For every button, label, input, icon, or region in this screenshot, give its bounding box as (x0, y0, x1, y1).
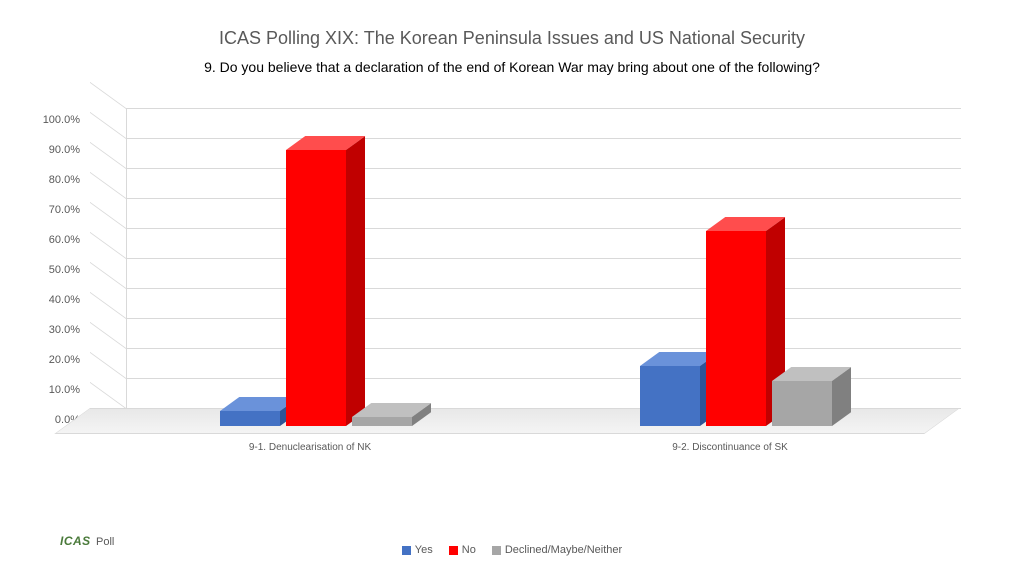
side-grid-line (90, 292, 126, 319)
y-axis-label: 30.0% (20, 324, 80, 336)
grid-line (127, 288, 961, 289)
grid-line (127, 348, 961, 349)
legend-label: No (462, 544, 476, 556)
y-axis-label: 80.0% (20, 174, 80, 186)
side-grid-line (90, 352, 126, 379)
chart-legend: Yes No Declined/Maybe/Neither (0, 544, 1024, 556)
side-grid-line (90, 202, 126, 229)
footer-logo: ICAS Poll (60, 534, 114, 548)
side-grid-line (90, 112, 126, 139)
bar-front (352, 417, 412, 426)
chart-back-wall (126, 108, 960, 408)
grid-line (127, 258, 961, 259)
y-axis-label: 100.0% (20, 114, 80, 126)
y-axis-label: 10.0% (20, 384, 80, 396)
legend-item: No (449, 544, 476, 556)
legend-swatch (449, 546, 458, 555)
side-grid-line (90, 142, 126, 169)
y-axis-label: 60.0% (20, 234, 80, 246)
side-grid-line (90, 382, 126, 409)
y-axis-label: 90.0% (20, 144, 80, 156)
legend-label: Declined/Maybe/Neither (505, 544, 622, 556)
y-axis-label: 40.0% (20, 294, 80, 306)
bar-front (706, 231, 766, 426)
grid-line (127, 168, 961, 169)
y-axis-label: 20.0% (20, 354, 80, 366)
bar-front (640, 366, 700, 426)
side-grid-line (90, 262, 126, 289)
legend-swatch (402, 546, 411, 555)
side-grid-line (90, 82, 126, 109)
y-axis-label: 50.0% (20, 264, 80, 276)
legend-item: Declined/Maybe/Neither (492, 544, 622, 556)
bar-front (220, 411, 280, 426)
footer-logo-suffix: Poll (96, 536, 114, 548)
side-grid-line (90, 172, 126, 199)
x-axis-category-label: 9-2. Discontinuance of SK (630, 442, 830, 453)
chart-title: ICAS Polling XIX: The Korean Peninsula I… (0, 0, 1024, 49)
bar-front (286, 150, 346, 426)
grid-line (127, 108, 961, 109)
chart-plot-area (90, 108, 960, 448)
side-grid-line (90, 322, 126, 349)
bar-side (346, 136, 365, 426)
chart-subtitle: 9. Do you believe that a declaration of … (0, 49, 1024, 75)
grid-line (127, 318, 961, 319)
grid-line (127, 198, 961, 199)
legend-item: Yes (402, 544, 433, 556)
y-axis-label: 70.0% (20, 204, 80, 216)
legend-swatch (492, 546, 501, 555)
bar-front (772, 381, 832, 426)
x-axis-category-label: 9-1. Denuclearisation of NK (210, 442, 410, 453)
grid-line (127, 138, 961, 139)
legend-label: Yes (415, 544, 433, 556)
grid-line (127, 228, 961, 229)
side-grid-line (90, 232, 126, 259)
footer-logo-text: ICAS (60, 534, 91, 548)
